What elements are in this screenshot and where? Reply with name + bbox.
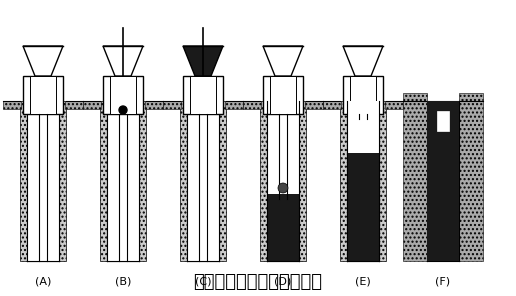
Bar <box>139 101 146 261</box>
Bar <box>299 101 306 261</box>
Bar <box>340 101 347 261</box>
Bar <box>30 76 56 114</box>
Polygon shape <box>23 46 63 76</box>
Text: 隔水球式导管法施工程序图: 隔水球式导管法施工程序图 <box>194 273 322 291</box>
Text: (F): (F) <box>436 276 450 286</box>
Bar <box>427 101 459 261</box>
Bar <box>20 101 27 261</box>
Text: (C): (C) <box>195 276 211 286</box>
Bar <box>163 101 181 109</box>
Bar <box>183 76 223 114</box>
Circle shape <box>278 183 288 193</box>
Bar <box>225 101 243 109</box>
Bar <box>403 93 427 261</box>
Polygon shape <box>183 46 223 76</box>
Text: (A): (A) <box>35 276 51 286</box>
Bar <box>350 76 376 114</box>
Bar <box>305 101 323 109</box>
Bar <box>3 101 21 109</box>
Bar <box>323 101 341 109</box>
Bar <box>343 76 383 114</box>
Bar <box>103 76 143 114</box>
Bar <box>107 101 139 261</box>
Bar <box>27 101 59 261</box>
Bar <box>263 76 303 114</box>
Text: (D): (D) <box>275 276 292 286</box>
Bar <box>347 101 379 153</box>
Bar <box>385 101 403 109</box>
Polygon shape <box>343 46 383 76</box>
Text: (B): (B) <box>115 276 131 286</box>
Bar <box>437 111 449 131</box>
Bar <box>23 76 63 114</box>
Bar <box>83 101 101 109</box>
Bar <box>219 101 226 261</box>
Bar <box>187 101 219 261</box>
Bar <box>459 93 483 261</box>
Bar <box>243 101 261 109</box>
Text: (E): (E) <box>355 276 371 286</box>
Bar <box>260 101 267 261</box>
Bar <box>180 101 187 261</box>
Bar <box>59 101 66 261</box>
Bar <box>267 194 299 261</box>
Bar <box>65 101 83 109</box>
Bar <box>145 101 163 109</box>
Bar <box>100 101 107 261</box>
Bar <box>347 153 379 261</box>
Bar <box>270 76 296 114</box>
Polygon shape <box>263 46 303 76</box>
Bar <box>110 76 136 114</box>
Bar <box>190 76 216 114</box>
Circle shape <box>119 106 127 114</box>
Bar <box>379 101 386 261</box>
Bar <box>267 101 299 261</box>
Polygon shape <box>103 46 143 76</box>
